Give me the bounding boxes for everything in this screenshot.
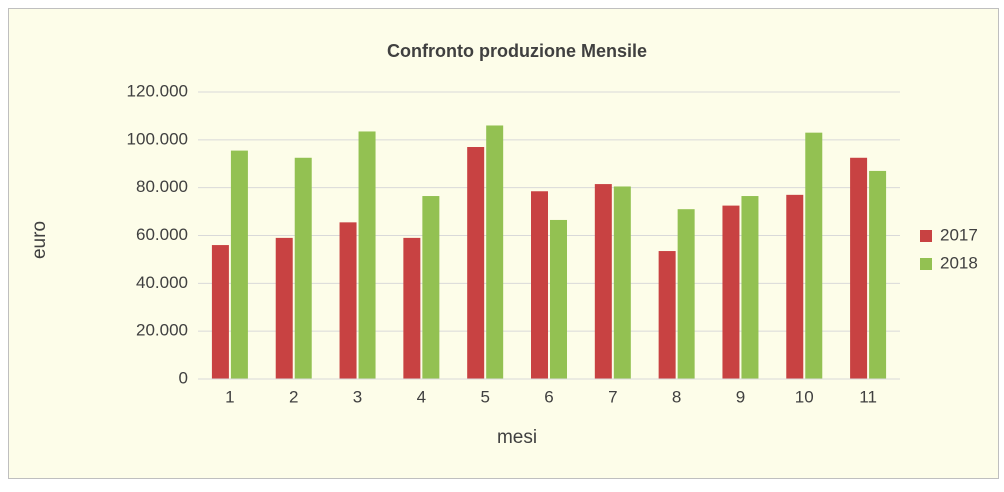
bar bbox=[850, 157, 868, 379]
bar bbox=[613, 186, 631, 379]
bar bbox=[294, 157, 312, 379]
y-tick-label: 0 bbox=[179, 368, 188, 387]
x-tick-label: 5 bbox=[480, 387, 489, 406]
bar bbox=[422, 196, 440, 379]
y-tick-label: 60.000 bbox=[136, 225, 188, 244]
x-tick-label: 7 bbox=[608, 387, 617, 406]
chart-frame bbox=[8, 8, 999, 479]
bar bbox=[275, 237, 293, 379]
y-axis-title: euro bbox=[29, 221, 50, 259]
x-axis-title: mesi bbox=[497, 427, 537, 448]
x-tick-label: 4 bbox=[417, 387, 426, 406]
bar bbox=[722, 205, 740, 379]
bar bbox=[805, 132, 823, 379]
chart-title: Confronto produzione Mensile bbox=[387, 41, 647, 61]
bar bbox=[658, 251, 676, 379]
y-tick-label: 120.000 bbox=[127, 81, 188, 100]
x-tick-label: 8 bbox=[672, 387, 681, 406]
bar bbox=[403, 237, 421, 379]
bar bbox=[211, 245, 229, 379]
bar bbox=[741, 196, 759, 379]
bar bbox=[869, 170, 887, 379]
y-tick-label: 80.000 bbox=[136, 177, 188, 196]
legend-swatch bbox=[920, 230, 932, 242]
bar bbox=[486, 125, 504, 379]
bar bbox=[531, 191, 548, 379]
x-tick-label: 11 bbox=[859, 387, 877, 406]
bar bbox=[550, 219, 567, 379]
bar bbox=[339, 222, 357, 379]
y-tick-label: 20.000 bbox=[136, 321, 188, 340]
x-tick-label: 6 bbox=[544, 387, 553, 406]
legend-label: 2017 bbox=[940, 225, 978, 244]
y-tick-label: 100.000 bbox=[127, 129, 188, 148]
x-tick-label: 3 bbox=[353, 387, 362, 406]
bar bbox=[786, 194, 804, 379]
x-tick-label: 10 bbox=[795, 387, 814, 406]
x-tick-label: 9 bbox=[736, 387, 745, 406]
bar bbox=[230, 150, 248, 379]
bar bbox=[677, 209, 695, 379]
bar bbox=[358, 131, 376, 379]
legend-swatch bbox=[920, 258, 932, 270]
x-tick-label: 2 bbox=[289, 387, 298, 406]
legend-label: 2018 bbox=[940, 253, 978, 272]
bar bbox=[594, 184, 612, 379]
x-tick-label: 1 bbox=[225, 387, 234, 406]
bar bbox=[467, 147, 485, 379]
y-tick-label: 40.000 bbox=[136, 273, 188, 292]
